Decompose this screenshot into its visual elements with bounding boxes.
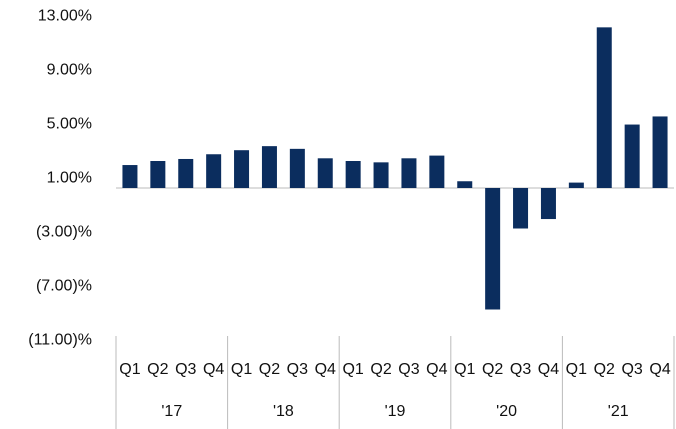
bar bbox=[122, 165, 138, 188]
group-label: '20 bbox=[496, 403, 517, 420]
bar bbox=[624, 124, 640, 188]
group-label: '21 bbox=[608, 403, 629, 420]
bar bbox=[289, 148, 305, 188]
x-tick-label: Q4 bbox=[426, 361, 447, 378]
bar bbox=[513, 188, 529, 229]
x-tick-label: Q2 bbox=[147, 361, 168, 378]
bar bbox=[373, 162, 389, 188]
x-tick-label: Q3 bbox=[398, 361, 419, 378]
group-label: '17 bbox=[161, 403, 182, 420]
x-tick-label: Q1 bbox=[231, 361, 252, 378]
bar bbox=[457, 181, 473, 188]
bar bbox=[429, 155, 445, 188]
x-tick-label: Q1 bbox=[342, 361, 363, 378]
x-tick-label: Q2 bbox=[259, 361, 280, 378]
x-tick-label: Q4 bbox=[538, 361, 559, 378]
y-tick-label: 5.00% bbox=[47, 116, 92, 133]
x-tick-label: Q1 bbox=[566, 361, 587, 378]
x-tick-label: Q3 bbox=[175, 361, 196, 378]
bar bbox=[652, 116, 668, 188]
x-tick-label: Q1 bbox=[454, 361, 475, 378]
x-tick-label: Q3 bbox=[510, 361, 531, 378]
y-tick-label: (3.00)% bbox=[36, 224, 92, 241]
x-tick-label: Q2 bbox=[594, 361, 615, 378]
y-tick-label: 1.00% bbox=[47, 170, 92, 187]
x-tick-label: Q2 bbox=[482, 361, 503, 378]
x-tick-label: Q4 bbox=[203, 361, 224, 378]
x-tick-label: Q4 bbox=[315, 361, 336, 378]
y-tick-label: (7.00)% bbox=[36, 278, 92, 295]
bar bbox=[568, 182, 584, 188]
x-tick-label: Q3 bbox=[621, 361, 642, 378]
bar bbox=[261, 146, 277, 188]
bar bbox=[178, 158, 194, 188]
y-tick-label: 13.00% bbox=[38, 8, 92, 25]
x-tick-label: Q1 bbox=[119, 361, 140, 378]
y-tick-label: 9.00% bbox=[47, 62, 92, 79]
bar bbox=[345, 161, 361, 188]
group-label: '18 bbox=[273, 403, 294, 420]
bar bbox=[206, 154, 222, 188]
x-tick-label: Q4 bbox=[649, 361, 670, 378]
x-tick-label: Q3 bbox=[287, 361, 308, 378]
group-label: '19 bbox=[385, 403, 406, 420]
bar bbox=[317, 158, 333, 188]
bar bbox=[401, 158, 417, 188]
bar bbox=[596, 27, 612, 188]
bar bbox=[234, 150, 250, 188]
bar bbox=[540, 188, 556, 220]
y-tick-label: (11.00)% bbox=[28, 332, 92, 349]
bar bbox=[485, 188, 501, 310]
bar bbox=[150, 161, 166, 188]
x-tick-label: Q2 bbox=[370, 361, 391, 378]
